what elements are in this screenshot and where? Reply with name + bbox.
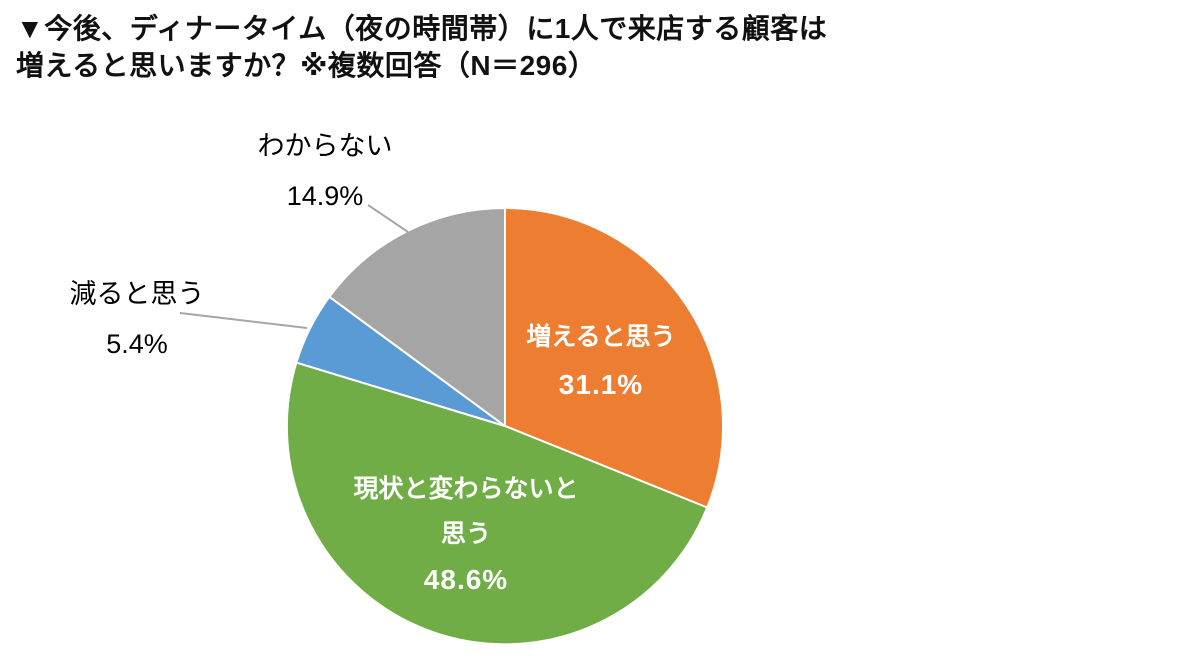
chart-title-line1: ▼今後、ディナータイム（夜の時間帯）に1人で来店する顧客は [16, 13, 828, 44]
label-decrease-value: 5.4% [106, 329, 168, 359]
label-unknown: わからない 14.9% [225, 121, 425, 221]
chart-title-line2: 増えると思いますか？※複数回答（N＝296） [16, 50, 597, 81]
label-nochange-text-line1: 現状と変わらないと [353, 475, 579, 503]
chart-title: ▼今後、ディナータイム（夜の時間帯）に1人で来店する顧客は 増えると思いますか？… [16, 10, 827, 84]
label-nochange-text-line2: 思う [440, 520, 491, 548]
label-decrease: 減ると思う 5.4% [37, 269, 237, 369]
label-nochange: 現状と変わらないと 思う 48.6% [350, 467, 582, 602]
label-decrease-text: 減ると思う [69, 279, 205, 309]
leader-line-unknown [367, 204, 409, 233]
leader-lines [179, 204, 409, 329]
pie-slices [285, 207, 725, 646]
pie-slice-nochange [285, 361, 709, 646]
label-increase-text: 増えると思う [526, 323, 676, 351]
label-increase: 増えると思う 31.1% [495, 314, 707, 408]
label-nochange-value: 48.6% [423, 564, 509, 595]
label-increase-value: 31.1% [558, 369, 644, 400]
pie-slice-increase [504, 207, 725, 509]
label-unknown-text: わからない [257, 131, 393, 161]
label-unknown-value: 14.9% [286, 181, 364, 211]
leader-line-decrease [179, 312, 308, 329]
